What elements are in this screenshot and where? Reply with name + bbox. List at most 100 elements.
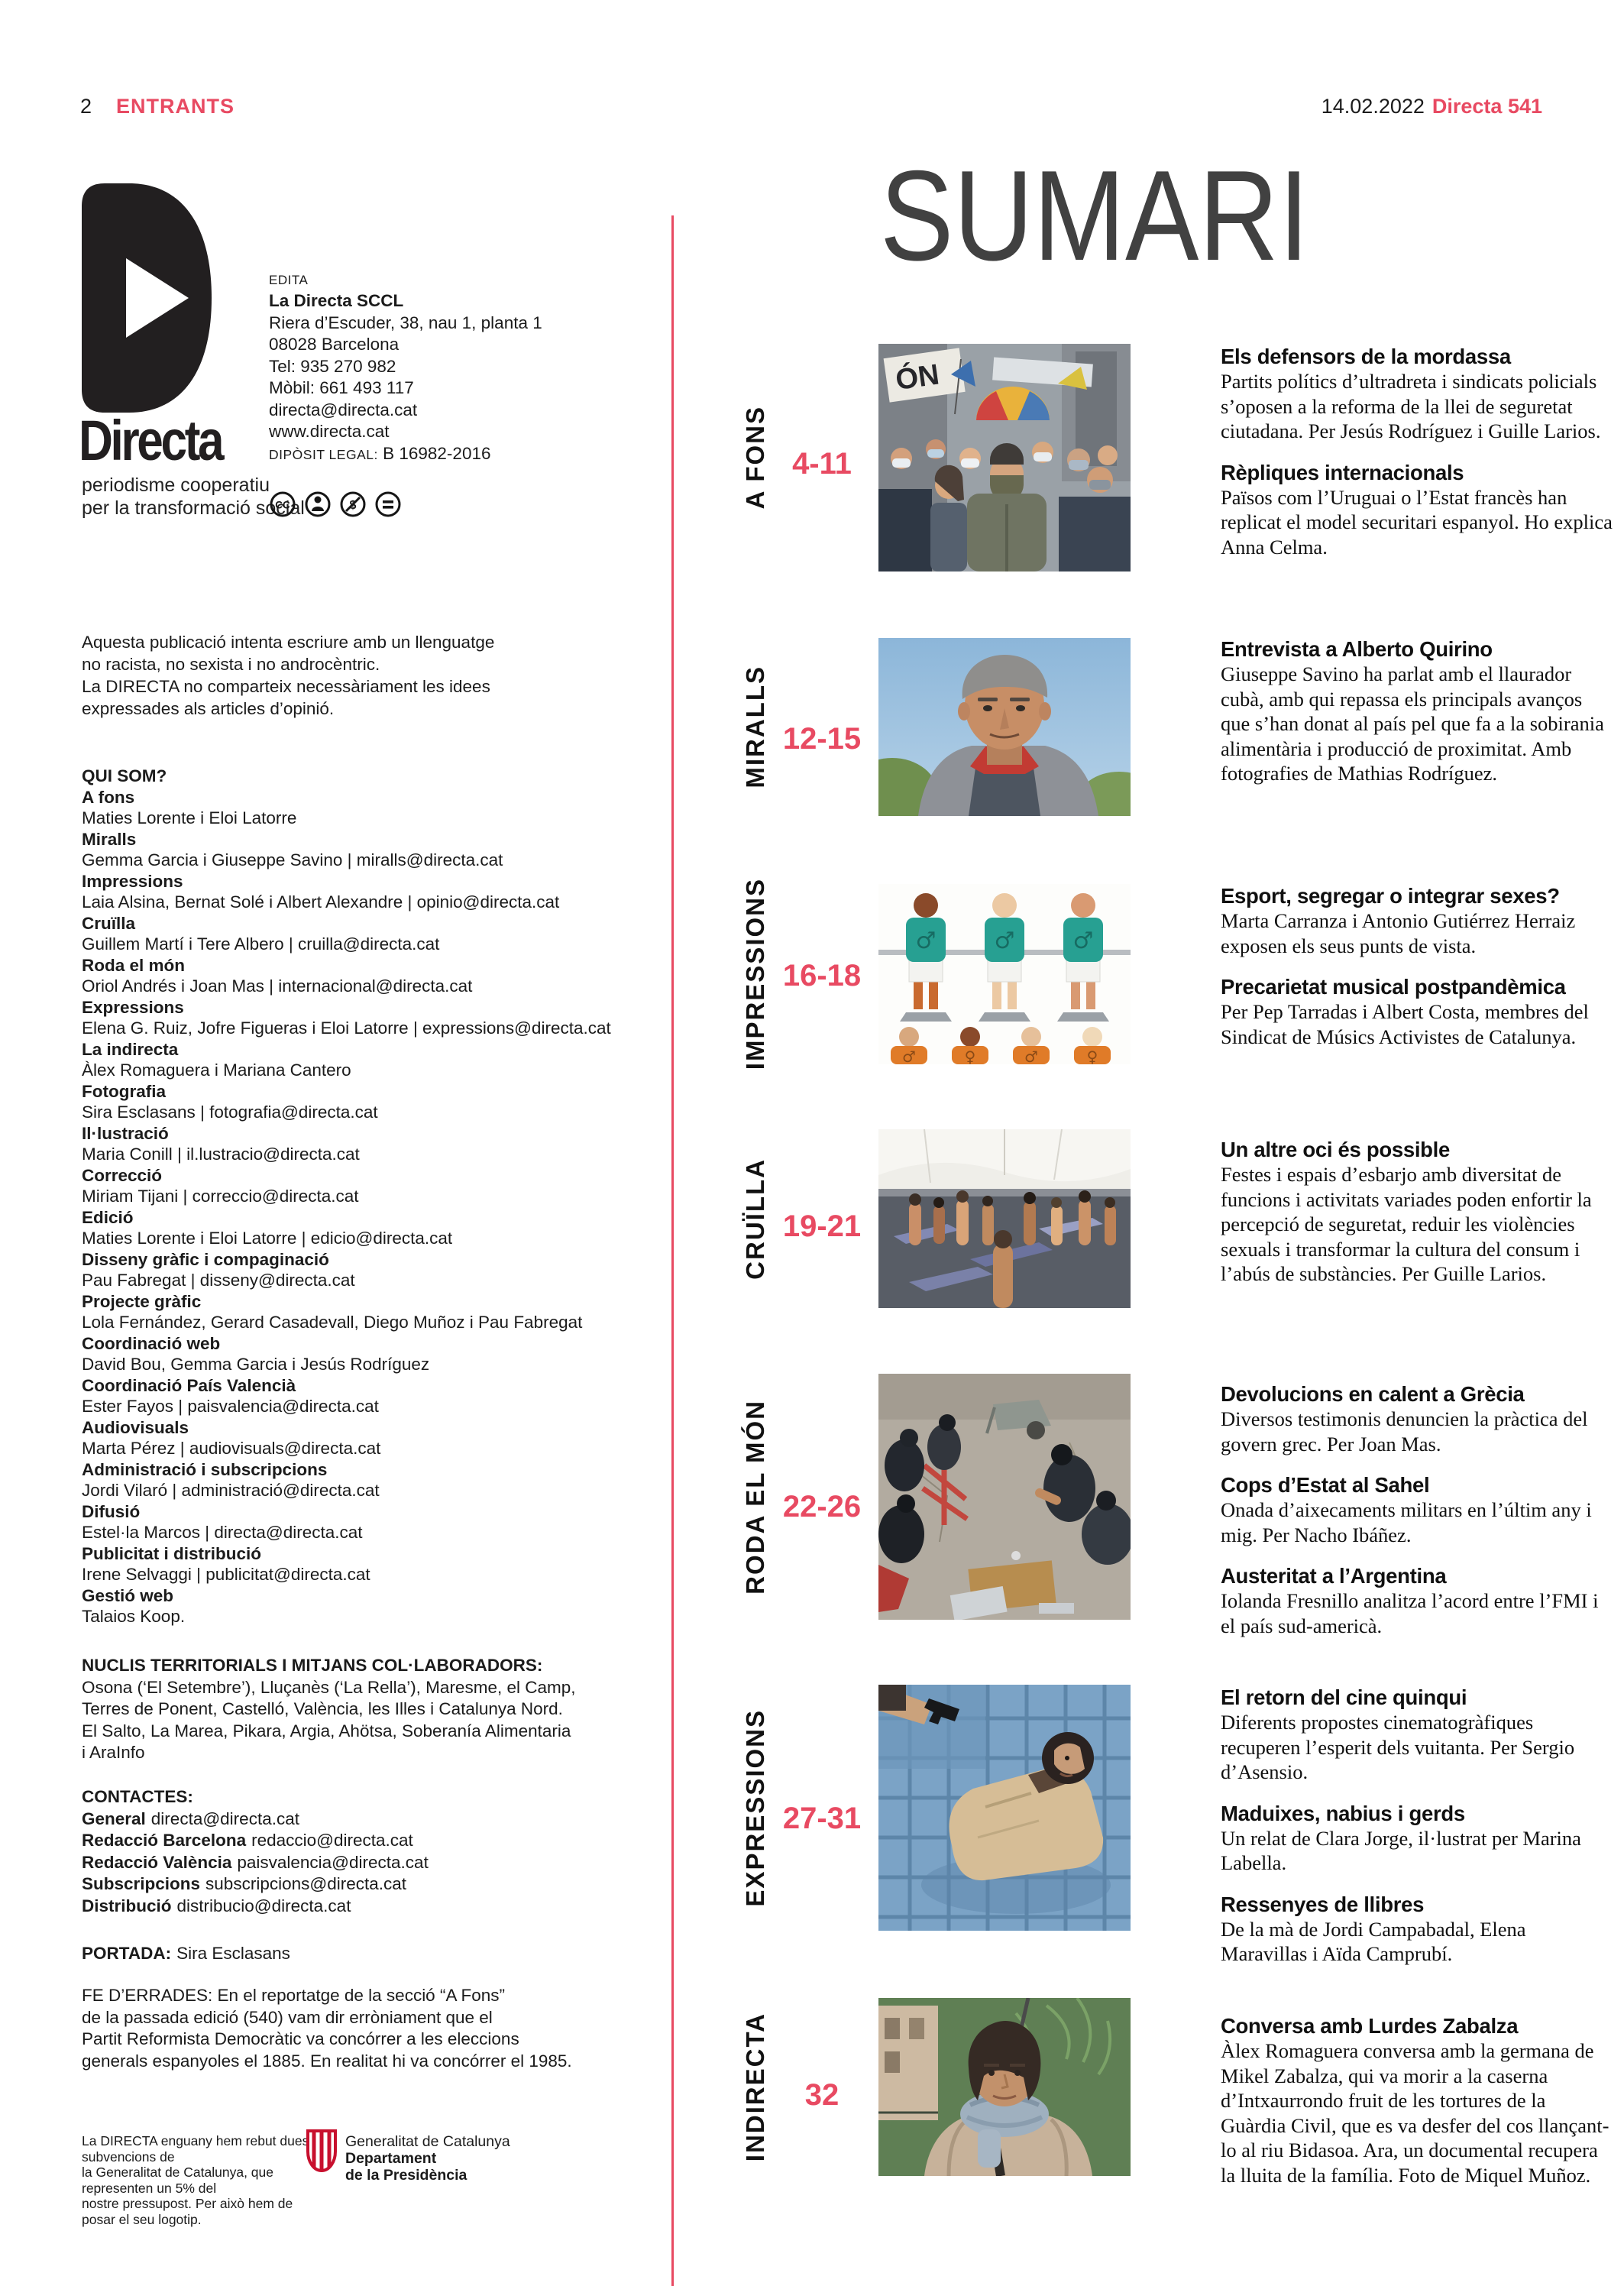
portada-credit: PORTADA: Sira Esclasans <box>82 1944 290 1964</box>
publisher-city: 08028 Barcelona <box>269 335 400 354</box>
photo-expressions-film <box>878 1685 1131 1931</box>
section-pages-cruilla: 19-21 <box>782 1209 862 1243</box>
staff-role-name: A fons <box>82 787 135 807</box>
staff-role-people: Elena G. Ruiz, Jofre Figueras i Eloi Lat… <box>82 1018 611 1038</box>
photo-cruilla-festival <box>878 1129 1131 1308</box>
staff-role-people: Àlex Romaguera i Mariana Cantero <box>82 1060 351 1080</box>
section-label-expressions: EXPRESSIONS <box>741 1708 769 1907</box>
staff-role: Cruïlla Guillem Martí i Tere Albero | cr… <box>82 913 616 955</box>
staff-role-name: Audiovisuals <box>82 1417 189 1437</box>
article-body: Onada d’aixecaments militars en l’últim … <box>1221 1498 1592 1546</box>
contact-label: General <box>82 1808 146 1828</box>
contact-label: Redacció València <box>82 1852 232 1872</box>
cc-nd-icon <box>374 491 402 518</box>
article: Un altre oci és possible Festes i espais… <box>1221 1137 1613 1287</box>
articles-impressions: Esport, segregar o integrar sexes? Marta… <box>1221 883 1613 1065</box>
article-body: Diversos testimonis denuncien la pràctic… <box>1221 1407 1588 1455</box>
article-headline: Esport, segregar o integrar sexes? <box>1221 884 1560 908</box>
articles-indirecta: Conversa amb Lurdes Zabalza Àlex Romague… <box>1221 2013 1613 2203</box>
cc-nc-icon: $ <box>339 491 367 518</box>
staff-role-name: Impressions <box>82 871 183 891</box>
photo-roda-el-mon-camp <box>878 1374 1131 1620</box>
article-body: Un relat de Clara Jorge, il·lustrat per … <box>1221 1826 1581 1875</box>
svg-text:♂: ♂ <box>916 928 937 954</box>
contactes-list: General directa@directa.cat Redacció Barc… <box>82 1808 616 1918</box>
errata-note: FE D’ERRADES: En el reportatge de la sec… <box>82 1986 572 2071</box>
article-body: Iolanda Fresnillo analitza l’acord entre… <box>1221 1589 1599 1637</box>
article: Precarietat musical postpandèmica Per Pe… <box>1221 974 1613 1049</box>
staff-role: Audiovisuals Marta Pérez | audiovisuals@… <box>82 1417 616 1459</box>
article: Cops d’Estat al Sahel Onada d’aixecament… <box>1221 1472 1613 1547</box>
svg-text:♂: ♂ <box>1073 928 1094 954</box>
article-body: Diferents propostes cinematogràfiques re… <box>1221 1711 1575 1783</box>
contact-value: paisvalencia@directa.cat <box>237 1852 429 1872</box>
staff-role-people: Pau Fabregat | disseny@directa.cat <box>82 1271 355 1290</box>
staff-role-name: La indirecta <box>82 1039 179 1059</box>
photo-indirecta-portrait <box>878 1998 1131 2176</box>
column-divider <box>671 215 674 2286</box>
articles-miralls: Entrevista a Alberto Quirino Giuseppe Sa… <box>1221 636 1613 802</box>
staff-role-people: Maties Lorente i Eloi Latorre <box>82 808 297 827</box>
staff-role-people: Marta Pérez | audiovisuals@directa.cat <box>82 1439 381 1458</box>
portada-value: Sira Esclasans <box>176 1944 290 1963</box>
staff-role-name: Coordinació País Valencià <box>82 1375 296 1395</box>
svg-text:♂: ♂ <box>902 1047 916 1064</box>
contact-item: General directa@directa.cat <box>82 1808 616 1831</box>
svg-text:ÓN: ÓN <box>894 358 942 397</box>
contact-label: Distribució <box>82 1896 172 1915</box>
contact-item: Redacció Barcelona redaccio@directa.cat <box>82 1830 616 1852</box>
article: Ressenyes de llibres De la mà de Jordi C… <box>1221 1892 1613 1967</box>
funding-note: La DIRECTA enguany hem rebut dues subven… <box>82 2133 309 2227</box>
publisher-address: Riera d’Escuder, 38, nau 1, planta 1 <box>269 312 542 332</box>
staff-role: Expressions Elena G. Ruiz, Jofre Figuera… <box>82 997 616 1039</box>
staff-role-name: Edició <box>82 1207 134 1227</box>
article-body: Partits polítics d’ultradreta i sindicat… <box>1221 370 1601 442</box>
staff-role: Impressions Laia Alsina, Bernat Solé i A… <box>82 871 616 913</box>
issue-date: 14.02.2022 <box>1321 95 1425 118</box>
staff-role: Projecte gràfic Lola Fernández, Gerard C… <box>82 1291 616 1333</box>
article-body: Per Pep Tarradas i Albert Costa, membres… <box>1221 1000 1589 1048</box>
staff-role: Administració i subscripcions Jordi Vila… <box>82 1459 616 1501</box>
cc-license-icon: CC <box>269 491 296 518</box>
staff-role: Coordinació web David Bou, Gemma Garcia … <box>82 1333 616 1375</box>
issue-name: Directa 541 <box>1432 95 1542 118</box>
section-pages-indirecta: 32 <box>804 2078 839 2112</box>
staff-role-people: Lola Fernández, Gerard Casadevall, Diego… <box>82 1313 583 1332</box>
contact-label: Redacció Barcelona <box>82 1831 247 1850</box>
publisher-name: La Directa SCCL <box>269 291 404 310</box>
article: Devolucions en calent a Grècia Diversos … <box>1221 1381 1613 1456</box>
section-pages-roda-el-mon: 22-26 <box>782 1490 862 1523</box>
staff-role-people: Estel·la Marcos | directa@directa.cat <box>82 1523 363 1542</box>
article: Entrevista a Alberto Quirino Giuseppe Sa… <box>1221 636 1613 786</box>
contact-item: Redacció València paisvalencia@directa.ca… <box>82 1852 616 1874</box>
staff-role: Difusió Estel·la Marcos | directa@direct… <box>82 1501 616 1543</box>
staff-role: Coordinació País Valencià Ester Fayos | … <box>82 1375 616 1417</box>
staff-role-name: Disseny gràfic i compaginació <box>82 1249 329 1269</box>
qui-som-list: A fons Maties Lorente i Eloi Latorre Mir… <box>82 787 616 1627</box>
publisher-mobile: Mòbil: 661 493 117 <box>269 378 414 397</box>
masthead-wordmark: Directa <box>79 409 225 472</box>
svg-text:♂: ♂ <box>995 928 1015 954</box>
section-pages-expressions: 27-31 <box>782 1802 862 1835</box>
articles-a-fons: Els defensors de la mordassa Partits pol… <box>1221 344 1613 575</box>
section-pages-a-fons: 4-11 <box>792 447 852 481</box>
staff-role-people: Guillem Martí i Tere Albero | cruilla@di… <box>82 934 440 954</box>
staff-role-name: Projecte gràfic <box>82 1291 202 1311</box>
contact-value: subscripcions@directa.cat <box>205 1874 406 1893</box>
article-body: De la mà de Jordi Campabadal, Elena Mara… <box>1221 1917 1526 1966</box>
article-headline: Rèpliques internacionals <box>1221 460 1464 484</box>
section-label-a-fons: A FONS <box>741 406 769 510</box>
article-headline: Un altre oci és possible <box>1221 1138 1450 1161</box>
staff-role: Miralls Gemma Garcia i Giuseppe Savino |… <box>82 829 616 871</box>
article-headline: Entrevista a Alberto Quirino <box>1221 637 1493 661</box>
article-body: Països com l’Uruguai o l’Estat francès h… <box>1221 485 1613 559</box>
generalitat-line3: de la Presidència <box>345 2167 467 2184</box>
staff-role-name: Il·lustració <box>82 1123 169 1143</box>
staff-role: Disseny gràfic i compaginació Pau Fabreg… <box>82 1249 616 1291</box>
article: Austeritat a l’Argentina Iolanda Fresnil… <box>1221 1563 1613 1638</box>
staff-role-people: Ester Fayos | paisvalencia@directa.cat <box>82 1397 379 1416</box>
article-headline: Devolucions en calent a Grècia <box>1221 1382 1525 1406</box>
staff-role-name: Roda el món <box>82 955 186 975</box>
license-icons: CC $ <box>269 491 402 518</box>
